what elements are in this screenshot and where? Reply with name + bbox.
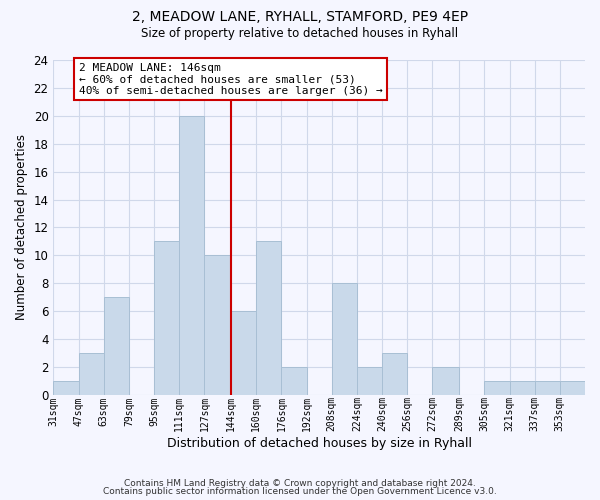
Text: Contains public sector information licensed under the Open Government Licence v3: Contains public sector information licen…: [103, 487, 497, 496]
Text: Contains HM Land Registry data © Crown copyright and database right 2024.: Contains HM Land Registry data © Crown c…: [124, 478, 476, 488]
Bar: [53, 381, 79, 395]
Bar: [535, 381, 560, 395]
Text: 2, MEADOW LANE, RYHALL, STAMFORD, PE9 4EP: 2, MEADOW LANE, RYHALL, STAMFORD, PE9 4E…: [132, 10, 468, 24]
Bar: [357, 367, 382, 395]
Text: Size of property relative to detached houses in Ryhall: Size of property relative to detached ho…: [142, 28, 458, 40]
Bar: [104, 297, 129, 395]
Bar: [332, 283, 357, 395]
Bar: [154, 242, 179, 395]
Bar: [256, 242, 281, 395]
Y-axis label: Number of detached properties: Number of detached properties: [15, 134, 28, 320]
Bar: [179, 116, 205, 395]
Bar: [560, 381, 585, 395]
X-axis label: Distribution of detached houses by size in Ryhall: Distribution of detached houses by size …: [167, 437, 472, 450]
Bar: [205, 256, 231, 395]
Bar: [433, 367, 459, 395]
Bar: [281, 367, 307, 395]
Text: 2 MEADOW LANE: 146sqm
← 60% of detached houses are smaller (53)
40% of semi-deta: 2 MEADOW LANE: 146sqm ← 60% of detached …: [79, 63, 382, 96]
Bar: [484, 381, 509, 395]
Bar: [509, 381, 535, 395]
Bar: [382, 353, 407, 395]
Bar: [231, 311, 256, 395]
Bar: [79, 353, 104, 395]
